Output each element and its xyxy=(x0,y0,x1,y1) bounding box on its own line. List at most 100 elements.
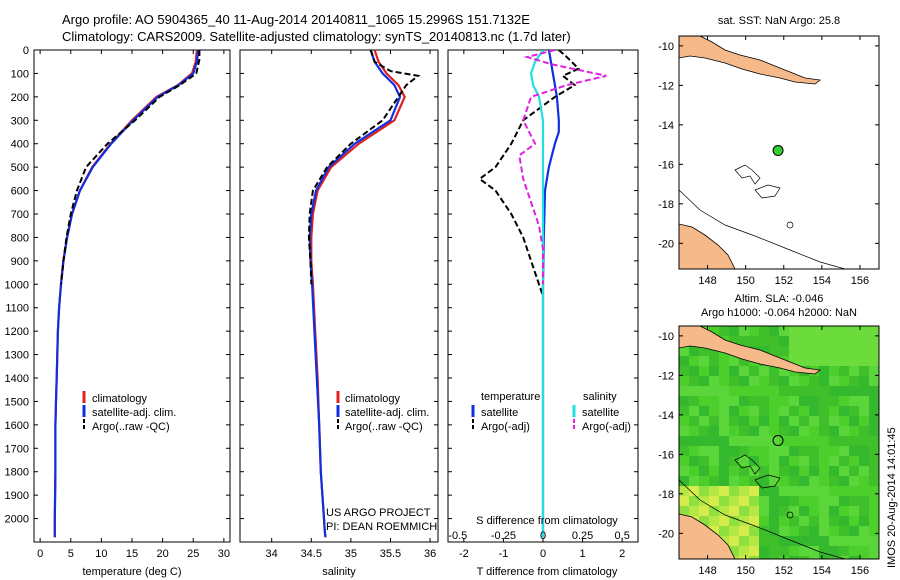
sla-pixel xyxy=(729,516,739,526)
sla-pixel xyxy=(859,476,869,486)
sla-pixel xyxy=(859,556,869,559)
sla-pixel xyxy=(819,476,829,486)
argo-position-marker xyxy=(772,435,784,447)
sla-pixel xyxy=(749,536,759,546)
sla-pixel xyxy=(759,326,769,336)
sla-pixel xyxy=(739,326,749,336)
argo-position-marker xyxy=(772,145,784,157)
sla-pixel xyxy=(829,396,839,406)
sla-pixel xyxy=(849,416,859,426)
sla-pixel xyxy=(779,496,789,506)
sla-pixel xyxy=(859,526,869,536)
sla-pixel xyxy=(809,466,819,476)
sla-pixel xyxy=(779,446,789,456)
sla-pixel xyxy=(679,386,689,396)
sla-pixel xyxy=(869,536,879,546)
sla-pixel xyxy=(689,366,699,376)
sla-pixel xyxy=(779,456,789,466)
depth-tick-label: 2000 xyxy=(5,514,29,526)
sla-pixel xyxy=(689,386,699,396)
sla-pixel xyxy=(689,396,699,406)
sla-pixel xyxy=(749,466,759,476)
sla-pixel xyxy=(709,396,719,406)
sla-pixel xyxy=(859,376,869,386)
sla-pixel xyxy=(789,356,799,366)
s-diff-tick-label: 0 xyxy=(540,530,546,542)
sla-pixel xyxy=(749,416,759,426)
difference-panel: -2 -1 0 1 2 temperature salinity satellite A… xyxy=(447,49,639,578)
sla-pixel xyxy=(779,506,789,516)
sla-pixel xyxy=(709,406,719,416)
x-tick-label: 35.5 xyxy=(380,548,401,560)
sla-pixel xyxy=(799,546,809,556)
sla-pixel xyxy=(859,426,869,436)
sla-pixel xyxy=(729,366,739,376)
x-tick-label: 10 xyxy=(95,548,107,560)
x-tick-label: 15 xyxy=(126,548,138,560)
map-x-tick-label: 150 xyxy=(736,275,754,287)
sla-pixel xyxy=(759,336,769,346)
sla-pixel xyxy=(859,356,869,366)
sla-pixel xyxy=(809,406,819,416)
sla-pixel xyxy=(859,446,869,456)
sla-pixel xyxy=(809,336,819,346)
sla-pixel xyxy=(809,426,819,436)
sst-map-frame xyxy=(678,35,880,270)
sla-pixel xyxy=(729,476,739,486)
sla-pixel xyxy=(749,456,759,466)
sla-pixel xyxy=(689,486,699,496)
reef-outline-3 xyxy=(786,221,794,229)
sla-pixel xyxy=(779,326,789,336)
sla-pixel xyxy=(839,506,849,516)
depth-axis: 0 100 200 300 400 500 600 700 800 900 1000 1100 1200… xyxy=(5,45,230,526)
sla-pixel xyxy=(839,456,849,466)
sla-pixel xyxy=(719,476,729,486)
sla-pixel xyxy=(759,386,769,396)
sla-pixel xyxy=(819,386,829,396)
sla-pixel xyxy=(719,366,729,376)
sla-pixel xyxy=(699,396,709,406)
temperature-xlabel: temperature (deg C) xyxy=(82,566,181,578)
legend-t-argo: Argo(-adj) xyxy=(481,421,530,433)
sla-pixel xyxy=(829,516,839,526)
sla-pixel xyxy=(809,436,819,446)
depth-tick-label: 200 xyxy=(11,92,29,104)
sla-pixel xyxy=(749,556,759,559)
sla-pixel xyxy=(759,516,769,526)
sla-pixel xyxy=(759,446,769,456)
sla-pixel xyxy=(689,416,699,426)
sla-pixel xyxy=(839,436,849,446)
sla-pixel xyxy=(859,396,869,406)
sla-pixel xyxy=(739,386,749,396)
sla-pixel xyxy=(829,376,839,386)
sla-pixel xyxy=(759,506,769,516)
sla-pixel xyxy=(839,356,849,366)
sla-pixel xyxy=(779,416,789,426)
sla-pixel xyxy=(829,406,839,416)
sla-pixel xyxy=(849,326,859,336)
difference-y-ticks xyxy=(448,49,638,520)
sla-pixel xyxy=(779,366,789,376)
sla-pixel xyxy=(829,456,839,466)
sla-pixel xyxy=(789,396,799,406)
map-y-tick-label: -20 xyxy=(658,238,674,250)
sla-pixel xyxy=(749,546,759,556)
s-diff-tick-label: -0.5 xyxy=(448,530,467,542)
sla-pixel xyxy=(679,396,689,406)
sla-pixel xyxy=(729,546,739,556)
sla-pixel xyxy=(709,346,719,356)
sla-pixel xyxy=(769,426,779,436)
depth-tick-label: 1500 xyxy=(5,396,29,408)
sla-pixel xyxy=(819,356,829,366)
sla-pixel xyxy=(679,486,689,496)
depth-tick-label: 800 xyxy=(11,232,29,244)
sla-pixel xyxy=(719,516,729,526)
sla-pixel xyxy=(739,476,749,486)
legend-title-salinity: salinity xyxy=(583,391,617,403)
sla-pixel xyxy=(829,536,839,546)
sla-pixel xyxy=(739,516,749,526)
series-line-salinity-argo-adj- xyxy=(518,50,607,285)
sla-pixel xyxy=(749,476,759,486)
sla-pixel xyxy=(679,376,689,386)
sla-pixel xyxy=(739,406,749,416)
